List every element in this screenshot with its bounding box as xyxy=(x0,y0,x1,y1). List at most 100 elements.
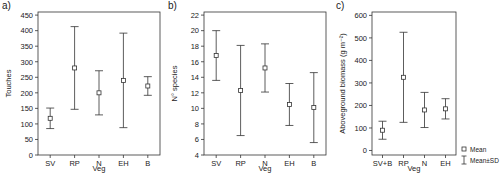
data-group xyxy=(46,27,152,129)
cap xyxy=(421,127,429,128)
x-tick xyxy=(313,155,314,158)
y-tick-label: 600 xyxy=(354,11,367,20)
x-tick xyxy=(216,155,217,158)
x-tick xyxy=(424,155,425,158)
y-axis-label: N° species xyxy=(170,65,179,101)
y-tick-label: 250 xyxy=(20,73,33,82)
y-tick-label: 450 xyxy=(20,11,33,20)
y-tick-label: 300 xyxy=(354,79,367,88)
error-bar xyxy=(400,32,408,122)
cap xyxy=(144,95,152,96)
cap xyxy=(71,109,79,110)
x-axis-label: Veg xyxy=(93,164,106,173)
y-tick xyxy=(35,108,38,109)
y-tick-label: 22 xyxy=(191,11,199,20)
y-axis-label: Touches xyxy=(4,69,13,97)
y-tick-label: 300 xyxy=(20,58,33,67)
error-bar xyxy=(285,84,293,126)
y-tick xyxy=(201,46,204,47)
cap xyxy=(237,135,245,136)
data-group xyxy=(379,32,450,139)
x-tick-label: SV xyxy=(45,159,55,168)
y-tick xyxy=(35,139,38,140)
mean-point xyxy=(97,91,101,95)
legend-symbol xyxy=(464,156,465,164)
y-tick-label: 200 xyxy=(20,89,33,98)
panel-label: a) xyxy=(2,0,11,11)
y-tick-label: 100 xyxy=(354,124,367,133)
mean-point xyxy=(423,108,427,112)
plot-frame xyxy=(372,12,456,155)
y-tick xyxy=(369,37,372,38)
panel-label: c) xyxy=(336,0,344,11)
legend-label: Mean xyxy=(470,146,487,153)
y-tick xyxy=(369,60,372,61)
cap xyxy=(261,92,269,93)
y-tick xyxy=(35,46,38,47)
cap xyxy=(212,30,220,31)
y-tick-label: 20 xyxy=(191,26,199,35)
x-tick xyxy=(289,155,290,158)
y-tick-label: 10 xyxy=(191,104,199,113)
error-bar xyxy=(421,92,429,127)
mean-point xyxy=(121,78,125,82)
y-tick xyxy=(201,30,204,31)
y-tick-label: 150 xyxy=(20,104,33,113)
x-axis-label: Veg xyxy=(408,164,421,173)
y-tick xyxy=(201,92,204,93)
y-tick xyxy=(201,155,204,156)
y-tick-label: 6 xyxy=(195,135,199,144)
y-tick-label: 100 xyxy=(20,120,33,129)
y-tick xyxy=(35,30,38,31)
y-tick-label: 18 xyxy=(191,42,199,51)
cap xyxy=(237,45,245,46)
mean-point xyxy=(402,75,406,79)
panel: c)0100200300400500600SV+BRPNEHVegAbovegr… xyxy=(336,0,499,173)
y-tick xyxy=(369,15,372,16)
cap xyxy=(442,118,450,119)
y-tick xyxy=(35,92,38,93)
cap xyxy=(119,127,127,128)
y-tick xyxy=(369,82,372,83)
x-tick-label: B xyxy=(311,159,316,168)
y-tick xyxy=(201,108,204,109)
legend: MeanMean±SD xyxy=(462,146,500,165)
x-axis-label: Veg xyxy=(259,164,272,173)
y-tick xyxy=(369,150,372,151)
cap xyxy=(421,92,429,93)
x-tick-label: RP xyxy=(69,159,79,168)
error-bar xyxy=(212,31,220,81)
x-tick-label: SV+B xyxy=(373,159,392,168)
panel: a)050100150200250300350400450SVRPNEHBVeg… xyxy=(2,0,160,173)
cap xyxy=(46,108,54,109)
error-bar xyxy=(144,77,152,96)
error-bar xyxy=(71,27,79,110)
y-tick-label: 200 xyxy=(354,101,367,110)
y-tick-label: 350 xyxy=(20,42,33,51)
x-tick-label: EH xyxy=(284,159,294,168)
cap xyxy=(310,72,318,73)
x-tick xyxy=(240,155,241,158)
y-tick-label: 0 xyxy=(29,151,33,160)
mean-point xyxy=(287,102,291,106)
error-bar xyxy=(119,33,127,128)
data-group xyxy=(212,31,318,143)
y-tick xyxy=(35,123,38,124)
y-tick-label: 4 xyxy=(195,151,199,160)
mean-point xyxy=(239,88,243,92)
legend-symbol xyxy=(462,147,466,151)
y-tick xyxy=(35,155,38,156)
cap xyxy=(400,122,408,123)
cap xyxy=(285,83,293,84)
legend-symbol xyxy=(462,164,467,165)
x-tick xyxy=(403,155,404,158)
y-tick xyxy=(35,77,38,78)
mean-point xyxy=(444,107,448,111)
error-bar xyxy=(95,71,103,115)
cap xyxy=(119,33,127,34)
x-tick-label: B xyxy=(145,159,150,168)
y-tick-label: 14 xyxy=(191,73,199,82)
cap xyxy=(442,98,450,99)
cap xyxy=(95,70,103,71)
cap xyxy=(144,76,152,77)
